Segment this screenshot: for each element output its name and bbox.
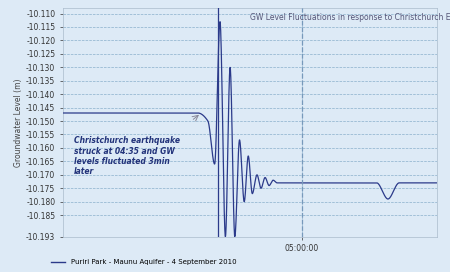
Y-axis label: Groundwater Level (m): Groundwater Level (m) [14, 78, 23, 167]
Text: GW Level Fluctuations in response to Christchurch Earthquake: GW Level Fluctuations in response to Chr… [250, 13, 450, 22]
Text: Christchurch earthquake
struck at 04:35 and GW
levels fluctuated 3min
later: Christchurch earthquake struck at 04:35 … [74, 136, 180, 176]
Legend: Puriri Park - Maunu Aquifer - 4 September 2010: Puriri Park - Maunu Aquifer - 4 Septembe… [49, 257, 239, 268]
